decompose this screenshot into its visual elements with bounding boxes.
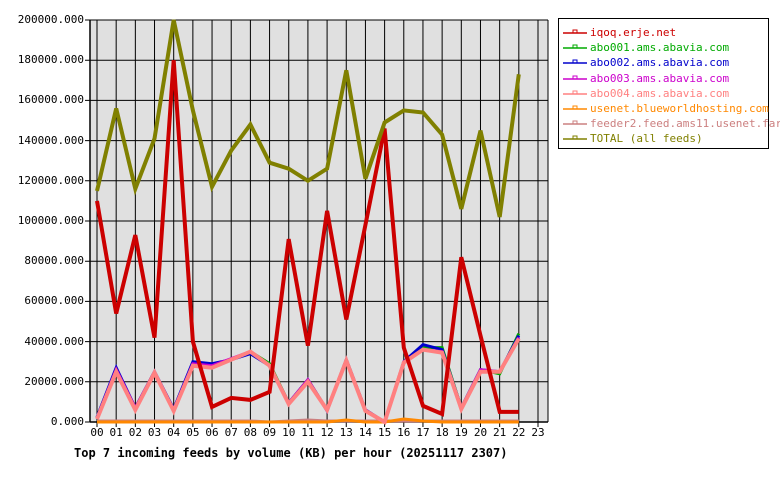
chart-title: Top 7 incoming feeds by volume (KB) per … (74, 446, 508, 460)
x-tick-label: 22 (512, 426, 526, 439)
y-tick-label: 60000.000 (24, 294, 84, 308)
legend-label: abo004.ams.abavia.com (590, 86, 730, 100)
x-tick-label: 09 (262, 426, 277, 439)
x-tick-label: 02 (128, 426, 142, 439)
y-tick-label: 20000.000 (24, 374, 84, 388)
x-tick-label: 16 (397, 426, 411, 439)
y-tick-label: 180000.000 (17, 53, 84, 67)
series-line-5 (97, 417, 519, 424)
y-tick-label: 80000.000 (24, 254, 84, 268)
y-tick-label: 100000.000 (17, 214, 84, 227)
legend-swatch-icon (563, 90, 587, 95)
legend-swatch-icon (563, 44, 587, 49)
legend-label: iqoq.erje.net (590, 26, 677, 39)
x-tick-label: 17 (416, 426, 430, 439)
y-tick-label: 160000.000 (17, 93, 84, 107)
x-tick-label: 19 (454, 426, 468, 439)
legend-swatch-icon (563, 75, 587, 80)
x-tick-label: 04 (167, 426, 181, 439)
y-tick-label: 200000.000 (17, 13, 84, 26)
legend-swatch-icon (563, 120, 587, 125)
y-tick-label: 0.000 (50, 415, 84, 428)
legend-label: usenet.blueworldhosting.com (590, 102, 769, 115)
series-line-7 (95, 19, 521, 218)
x-tick-label: 03 (147, 426, 162, 439)
legend: iqoq.erje.net abo001.ams.abavia.com abo002… (558, 18, 780, 149)
x-tick-label: 06 (205, 426, 219, 439)
legend-swatch-icon (563, 105, 587, 110)
legend-swatch-icon (563, 135, 587, 141)
legend-label: feeder2.feed.ams11.usenet.farm (590, 117, 780, 131)
x-tick-label: 18 (435, 426, 449, 439)
x-tick-label: 15 (377, 426, 392, 439)
legend-label: abo002.ams.abavia.com (590, 56, 730, 70)
x-tick-label: 14 (358, 426, 373, 439)
legend-swatch-icon (563, 29, 587, 34)
legend-label: abo003.ams.abavia.com (590, 71, 730, 85)
series-line-0 (95, 60, 519, 417)
x-tick-label: 23 (531, 426, 545, 439)
x-tick-label: 00 (90, 426, 104, 439)
legend-swatch-icon (563, 59, 587, 65)
x-tick-label: 08 (243, 426, 258, 439)
x-tick-label: 12 (320, 426, 334, 439)
y-tick-label: 140000.000 (17, 133, 84, 147)
x-tick-label: 13 (339, 426, 353, 439)
legend-label: TOTAL (all feeds) (590, 132, 703, 146)
x-tick-label: 20 (473, 426, 488, 439)
x-tick-label: 05 (186, 426, 200, 439)
y-tick-label: 120000.000 (17, 173, 84, 187)
x-tick-label: 01 (109, 426, 123, 439)
x-tick-label: 11 (301, 426, 315, 439)
x-tick-label: 10 (282, 426, 296, 439)
legend-label: abo001.ams.abavia.com (590, 41, 730, 55)
y-tick-label: 40000.000 (24, 334, 84, 348)
x-tick-label: 21 (493, 426, 507, 439)
x-tick-label: 07 (224, 426, 238, 439)
